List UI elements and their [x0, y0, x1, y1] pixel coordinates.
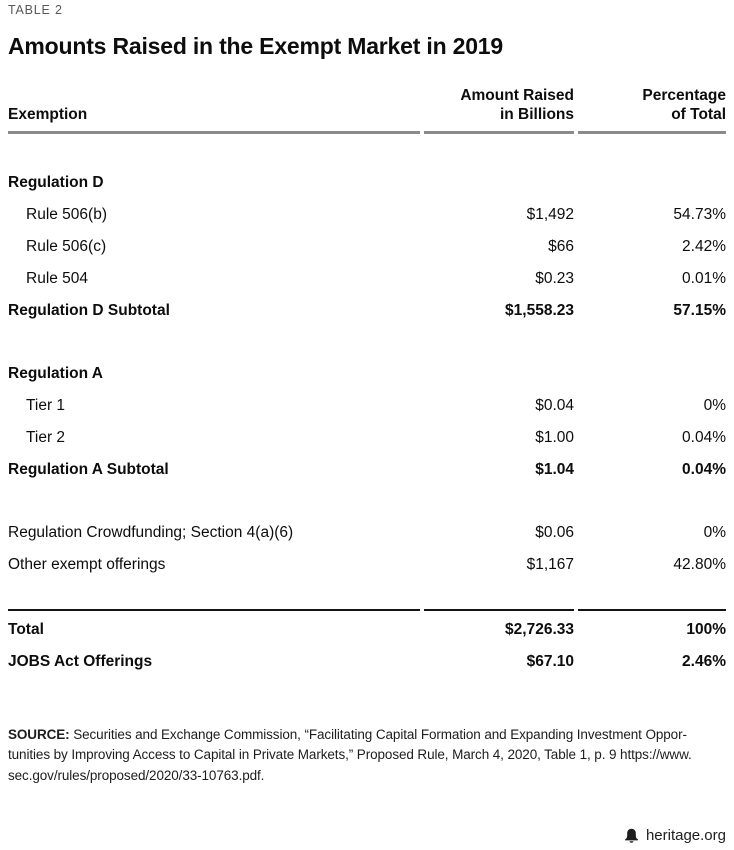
row-amount: $2,726.33: [505, 620, 574, 638]
row-percent: 0%: [703, 524, 726, 541]
row-amount: $1.00: [535, 429, 574, 446]
column-header-percent-line2: of Total: [671, 106, 726, 123]
column-header-percent: Percentage of Total: [578, 86, 726, 124]
row-label: Regulation Crowdfunding; Section 4(a)(6): [8, 524, 294, 541]
table-row-subtotal: Regulation A Subtotal $1.04 0.04%: [8, 454, 726, 486]
row-percent: 0.04%: [682, 461, 726, 478]
table-body: Regulation D Rule 506(b) $1,492 54.73% R…: [8, 167, 726, 678]
total-rule-segment: [578, 609, 726, 611]
row-amount: $0.06: [535, 524, 574, 541]
row-label: Regulation D: [8, 174, 104, 191]
row-label: Tier 2: [26, 429, 66, 446]
table-row: Rule 506(c) $66 2.42%: [8, 231, 726, 263]
liberty-bell-icon: [625, 828, 638, 843]
table-row: Tier 1 $0.04 0%: [8, 390, 726, 422]
table-row: Rule 504 $0.23 0.01%: [8, 263, 726, 295]
row-amount: $1.04: [535, 461, 574, 478]
row-amount: $66: [548, 238, 574, 255]
row-percent: 54.73%: [673, 206, 726, 223]
table-figure: TABLE 2 Amounts Raised in the Exempt Mar…: [8, 3, 726, 787]
heritage-org-link[interactable]: heritage.org: [623, 827, 726, 844]
table-row-subtotal: Regulation D Subtotal $1,558.23 57.15%: [8, 295, 726, 327]
header-rule-segment: [424, 131, 574, 134]
row-amount: $67.10: [526, 652, 574, 670]
row-label: Other exempt offerings: [8, 556, 166, 573]
column-header-amount: Amount Raised in Billions: [424, 86, 574, 124]
row-percent: 2.42%: [682, 238, 726, 255]
row-percent: 42.80%: [673, 556, 726, 573]
total-rule: [8, 609, 726, 611]
row-label: Rule 504: [26, 270, 89, 287]
table-row: Other exempt offerings $1,167 42.80%: [8, 549, 726, 581]
row-label: Total: [8, 620, 44, 638]
column-header-amount-line2: in Billions: [499, 106, 574, 123]
column-header-percent-line1: Percentage: [642, 87, 726, 104]
heritage-org-label: heritage.org: [645, 827, 726, 844]
row-amount: $0.04: [535, 397, 574, 414]
table-number-kicker: TABLE 2: [8, 3, 63, 17]
row-label: Rule 506(b): [26, 206, 107, 223]
header-rule-segment: [8, 131, 420, 134]
table-header-row: Exemption Amount Raised in Billions Perc…: [8, 86, 726, 124]
row-amount: $0.23: [535, 270, 574, 287]
row-label: Regulation D Subtotal: [8, 302, 170, 319]
column-header-amount-line1: Amount Raised: [460, 87, 574, 104]
source-text: Securities and Exchange Commission, “Fac…: [73, 726, 687, 742]
header-rule: [8, 131, 726, 134]
row-label: Tier 1: [26, 397, 66, 414]
total-rule-segment: [424, 609, 574, 611]
row-percent: 2.46%: [682, 652, 726, 670]
total-rule-segment: [8, 609, 420, 611]
table-row-total: Total $2,726.33 100%: [8, 614, 726, 646]
table-row: Regulation A: [8, 358, 726, 390]
row-label: Regulation A: [8, 365, 104, 382]
row-label: JOBS Act Offerings: [8, 652, 153, 670]
table-row-total: JOBS Act Offerings $67.10 2.46%: [8, 646, 726, 678]
source-line: SOURCE: Securities and Exchange Commissi…: [8, 725, 726, 746]
column-header-exemption: Exemption: [8, 106, 88, 123]
page-title: Amounts Raised in the Exempt Market in 2…: [8, 33, 503, 59]
source-line: tunities by Improving Access to Capital …: [8, 747, 692, 762]
row-percent: 0%: [703, 397, 726, 414]
row-percent: 0.04%: [682, 429, 726, 446]
row-label: Regulation A Subtotal: [8, 461, 169, 478]
source-note: SOURCE: Securities and Exchange Commissi…: [8, 725, 726, 787]
row-amount: $1,492: [526, 206, 574, 223]
header-rule-segment: [578, 131, 726, 134]
table-row: Regulation Crowdfunding; Section 4(a)(6)…: [8, 517, 726, 549]
source-line: sec.gov/rules/proposed/2020/33-10763.pdf…: [8, 767, 265, 783]
row-amount: $1,167: [526, 556, 574, 573]
row-percent: 100%: [686, 620, 726, 638]
table-row: Tier 2 $1.00 0.04%: [8, 422, 726, 454]
row-percent: 0.01%: [682, 270, 726, 287]
row-percent: 57.15%: [673, 302, 726, 319]
table-row: Rule 506(b) $1,492 54.73%: [8, 199, 726, 231]
row-label: Rule 506(c): [26, 238, 107, 255]
source-label: SOURCE:: [8, 726, 70, 742]
table-row: Regulation D: [8, 167, 726, 199]
row-amount: $1,558.23: [505, 302, 574, 319]
